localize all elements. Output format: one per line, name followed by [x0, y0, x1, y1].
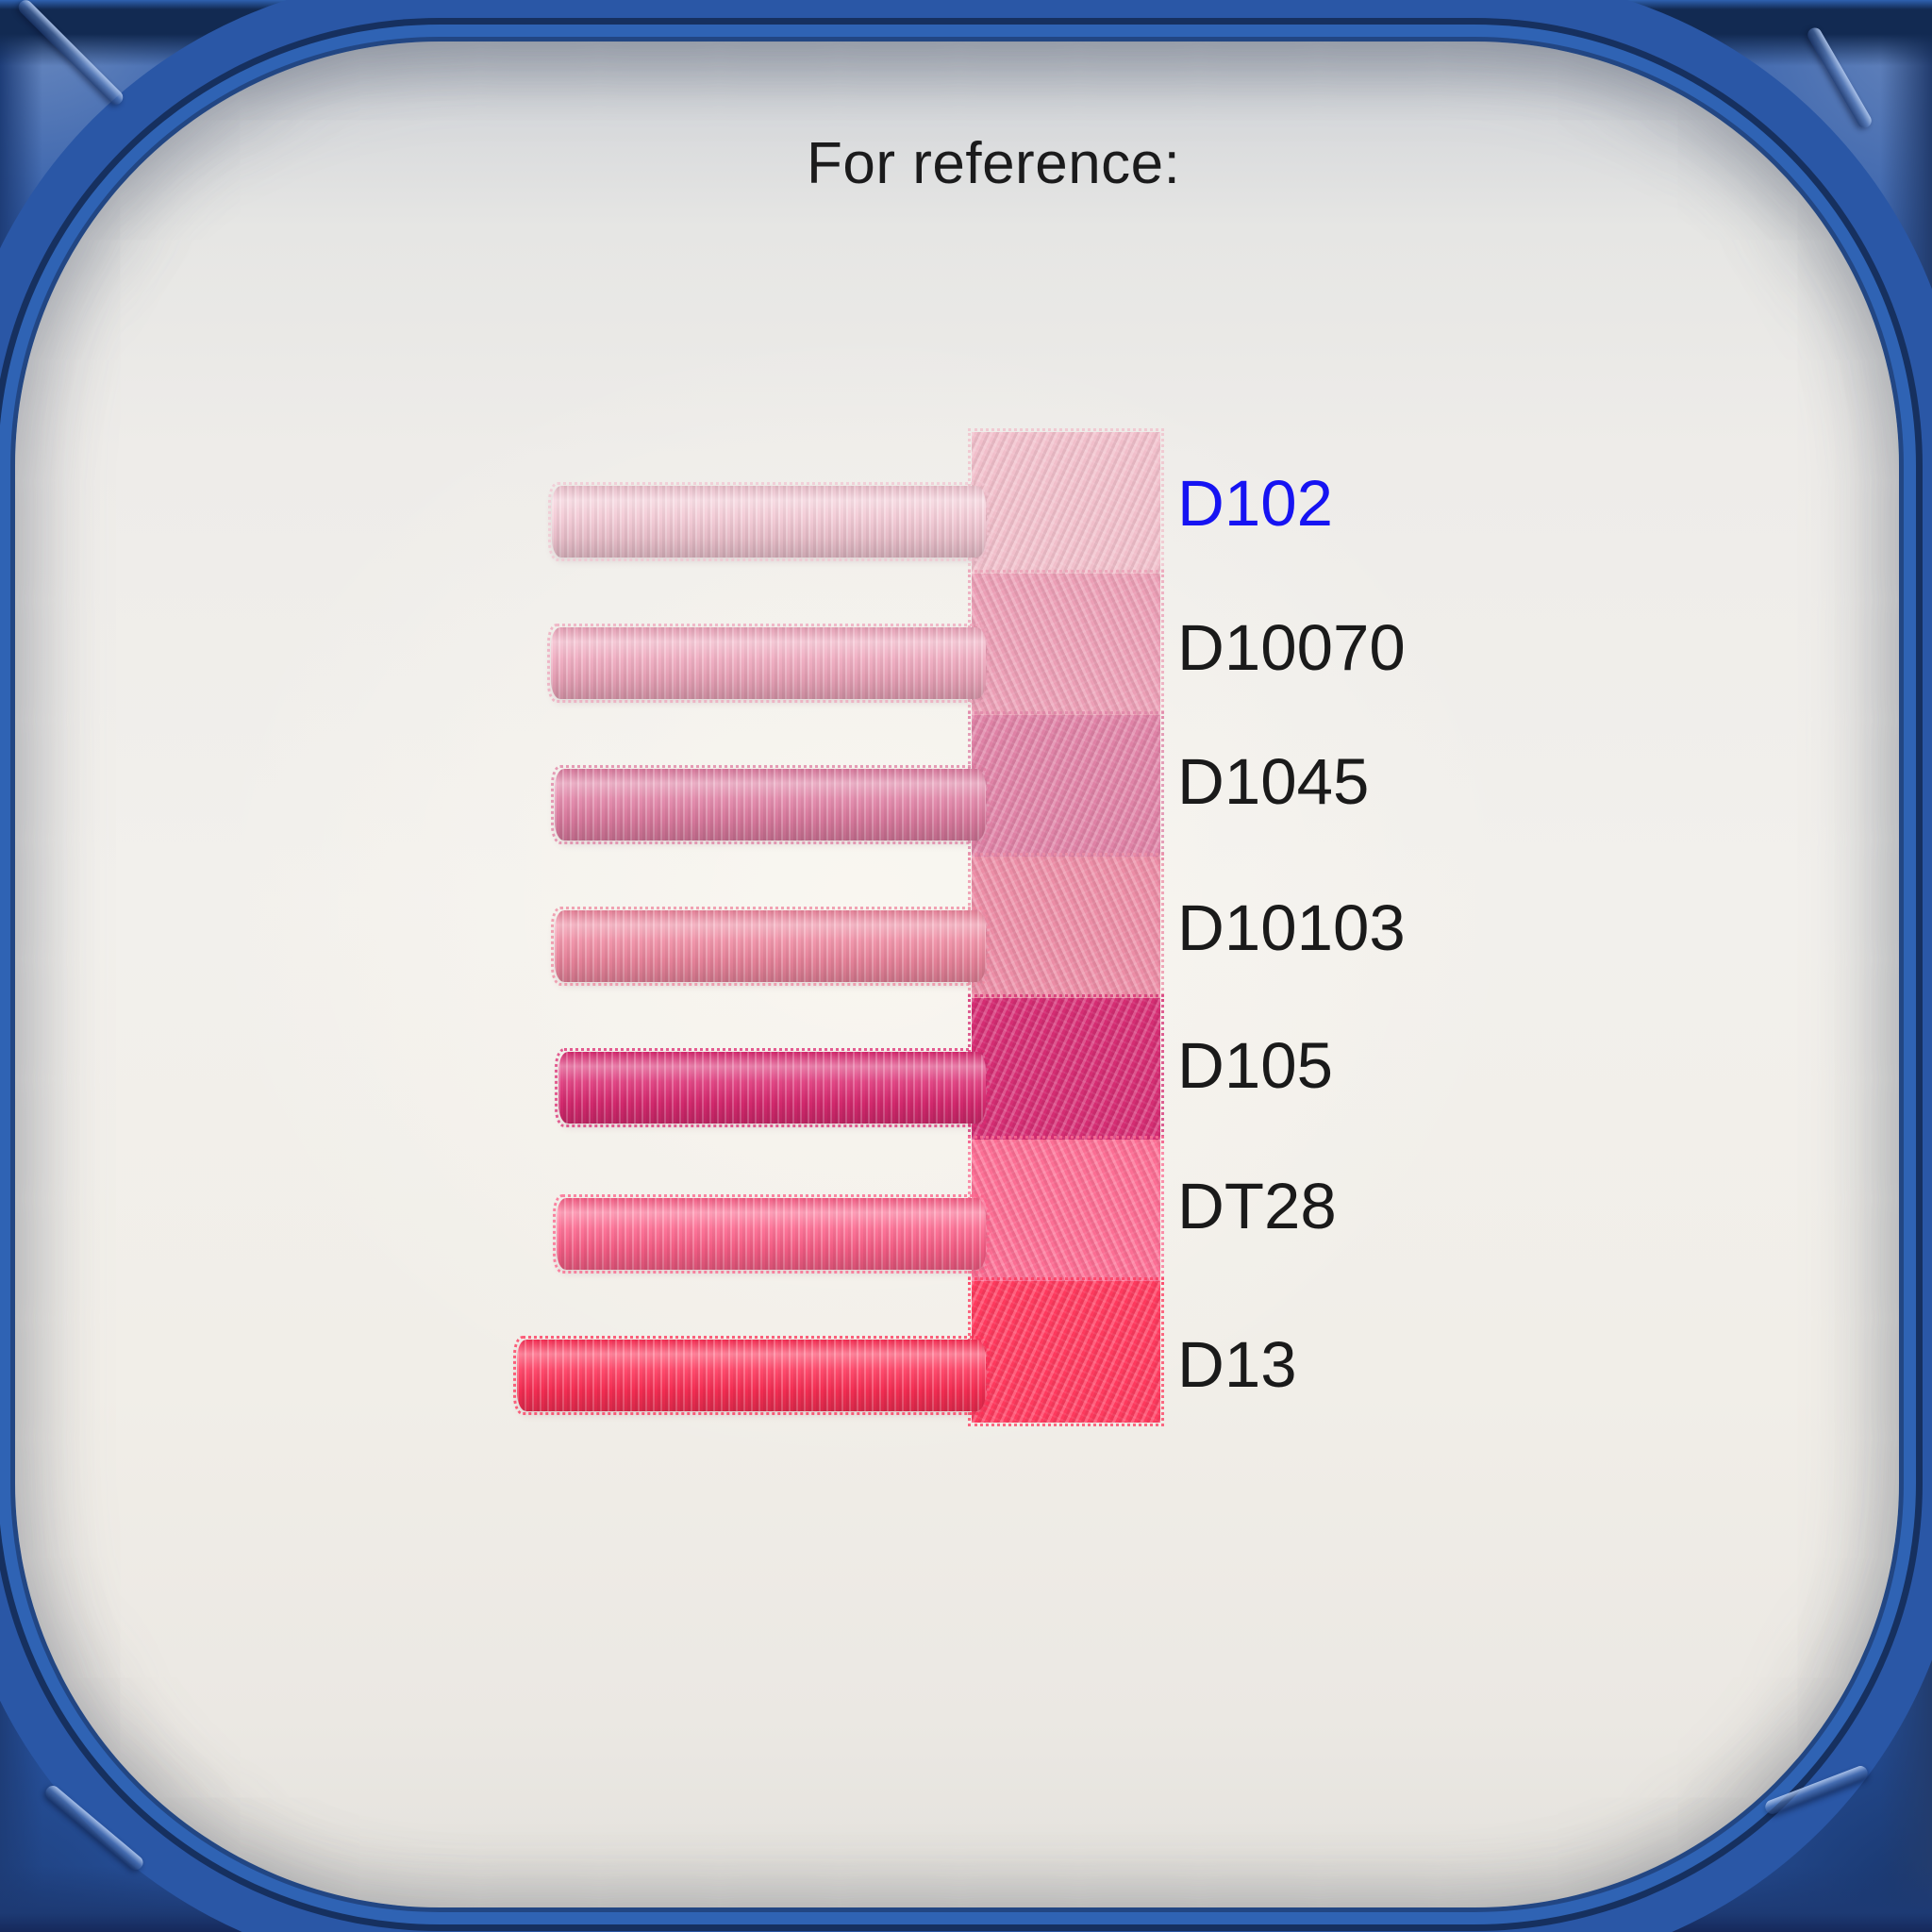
thread-code-label: D13 [1177, 1327, 1297, 1401]
thread-square-sample [968, 711, 1164, 860]
thread-bar-sample [513, 1336, 990, 1415]
thread-code-label: D10070 [1177, 610, 1406, 684]
thread-bar-sample [547, 624, 990, 703]
thread-square-sample [968, 1277, 1164, 1426]
thread-code-label: D1045 [1177, 744, 1370, 818]
thread-square-sample [968, 853, 1164, 1002]
thread-square-sample [968, 994, 1164, 1143]
thread-code-label: DT28 [1177, 1169, 1337, 1242]
thread-square-sample [968, 1136, 1164, 1285]
thread-bar-sample [548, 482, 990, 561]
thread-bar-sample [551, 765, 990, 844]
thread-bar-sample [555, 1048, 990, 1127]
caption: For reference: [807, 131, 1181, 196]
thread-bar-sample [553, 1194, 990, 1274]
thread-square-sample [968, 428, 1164, 577]
hoop-corner-ridge-top-right [1805, 25, 1874, 131]
hoop-corner-ridge-top-left [15, 0, 126, 108]
thread-square-sample [968, 570, 1164, 719]
thread-bar-sample [551, 907, 990, 986]
thread-code-label: D102 [1177, 466, 1333, 540]
thread-code-label: D10103 [1177, 891, 1406, 964]
hoop-corner-ridge-bottom-left [42, 1782, 146, 1874]
thread-code-label: D105 [1177, 1028, 1333, 1102]
